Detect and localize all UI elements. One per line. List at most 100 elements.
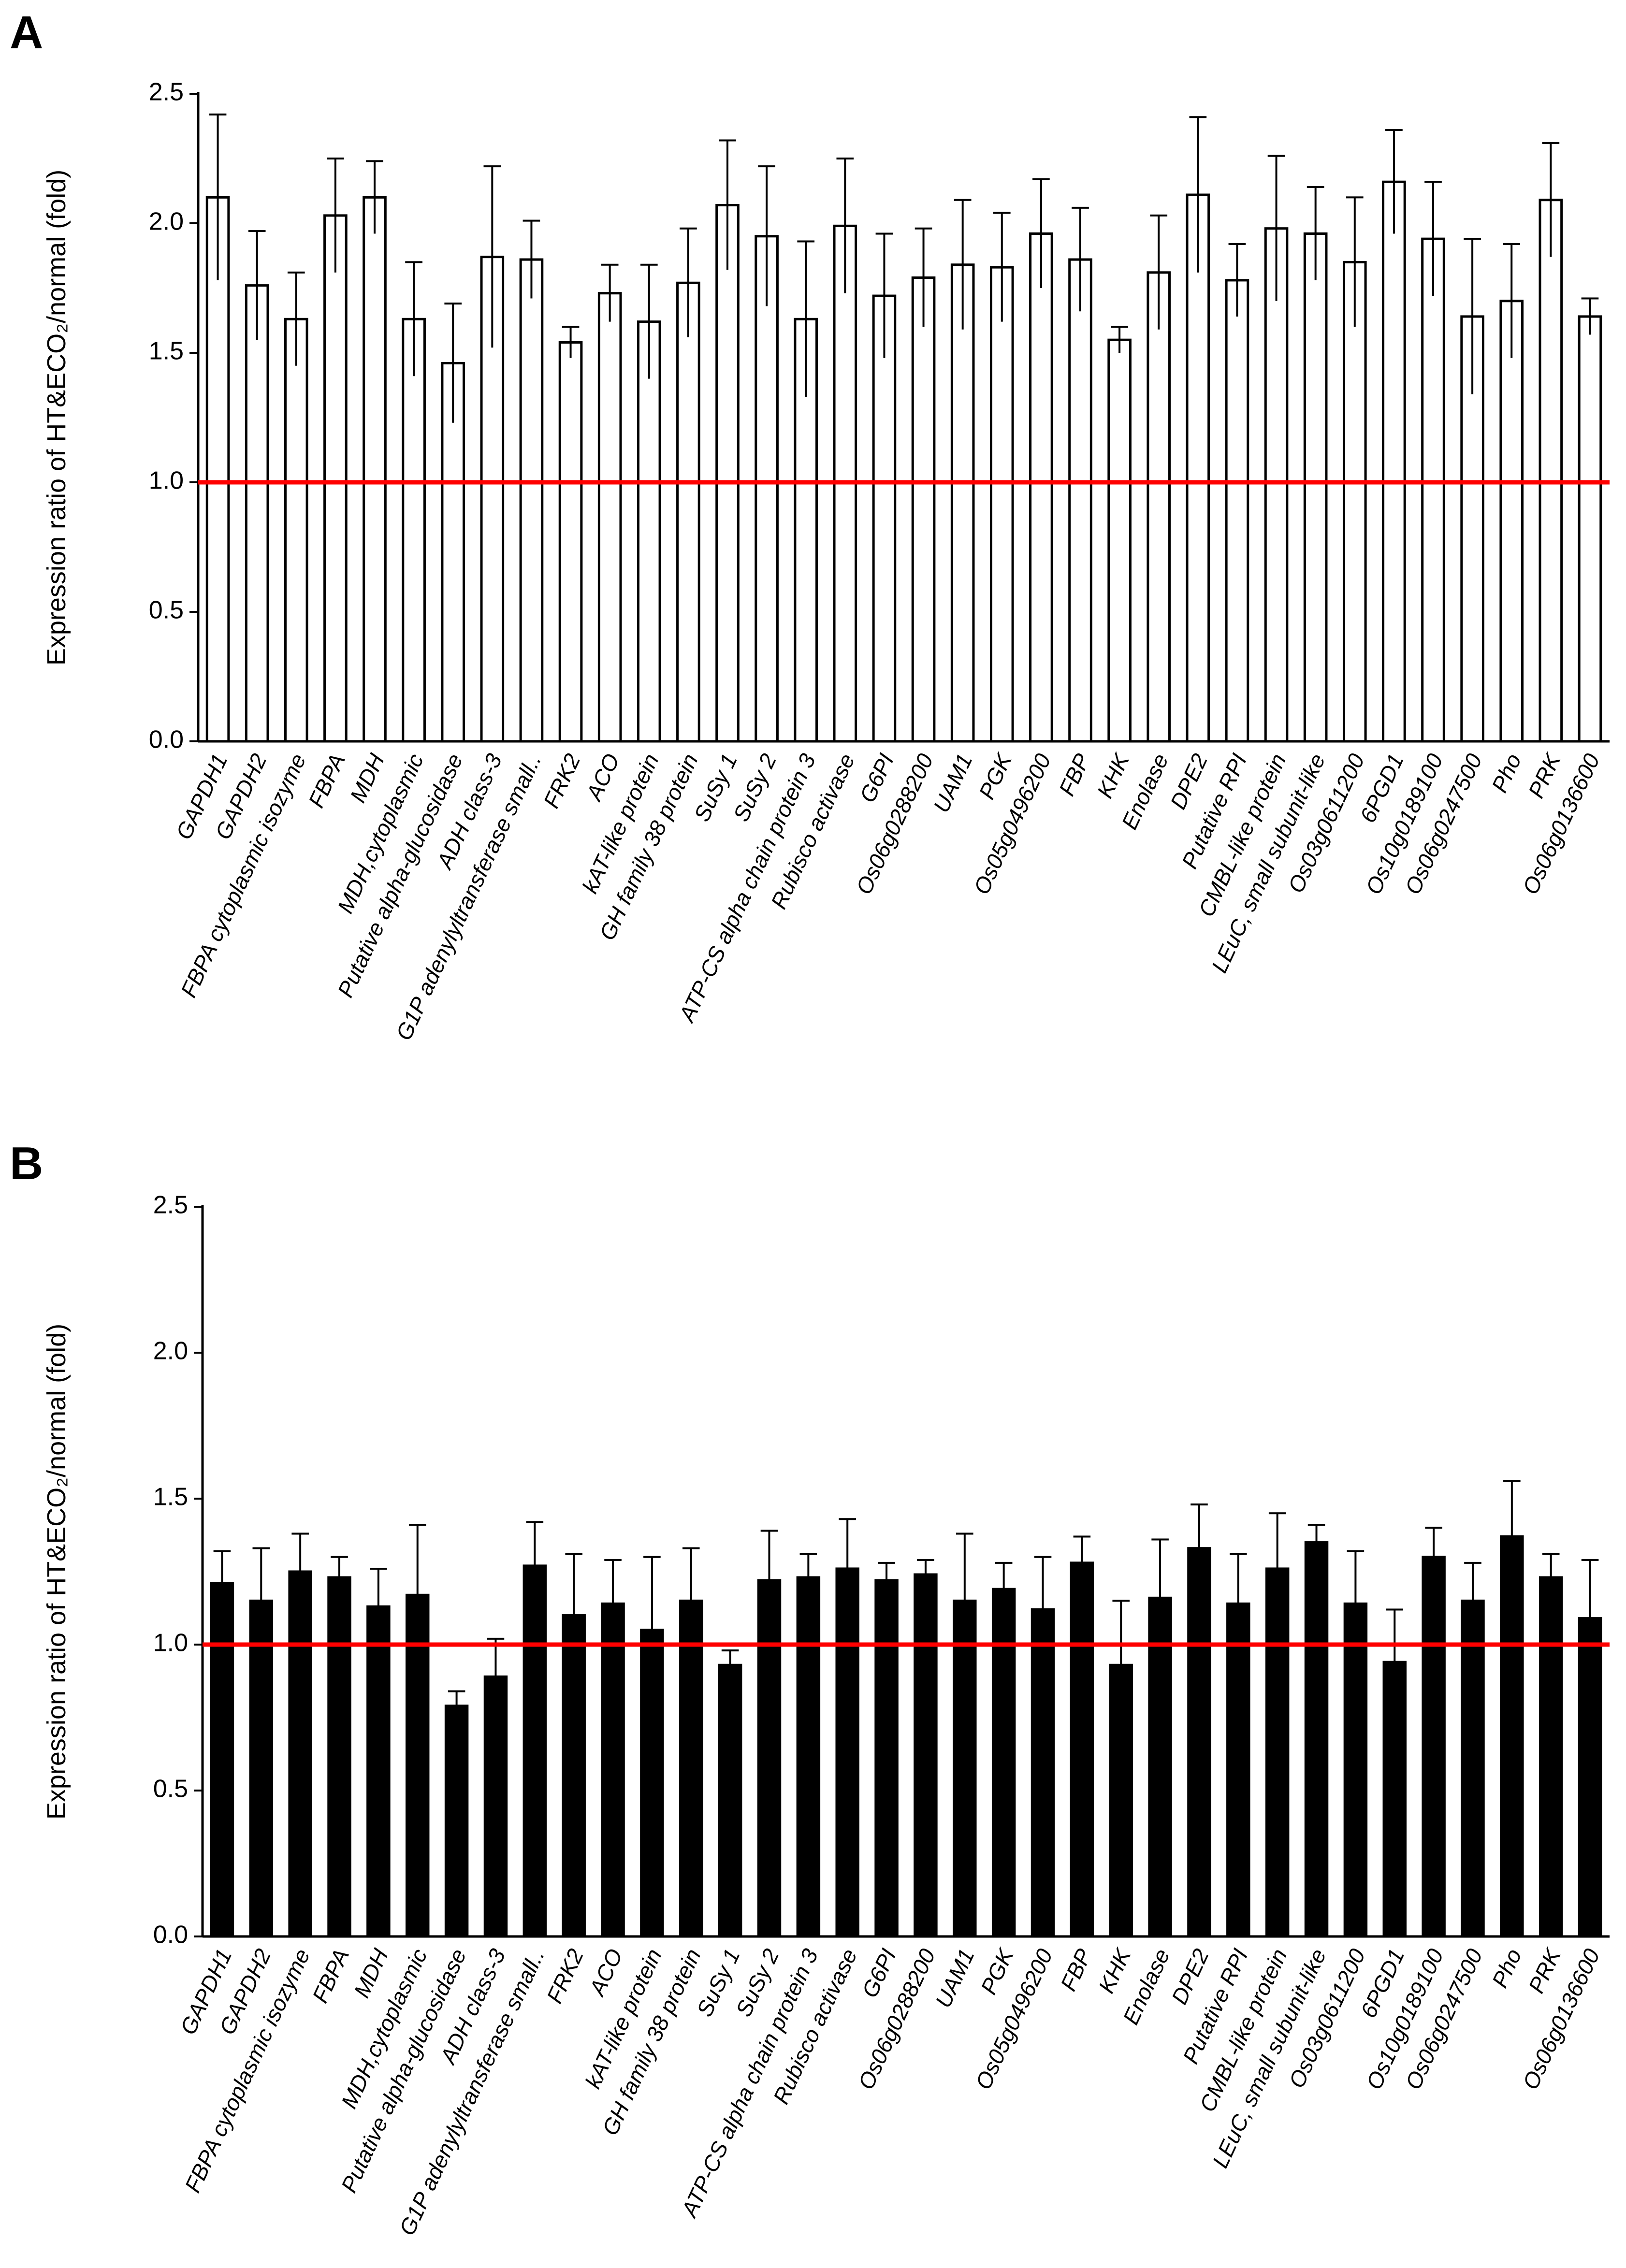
- bar: [1539, 199, 1563, 743]
- bar: [562, 1614, 586, 1938]
- bar: [444, 1705, 469, 1938]
- bar: [1539, 1576, 1563, 1938]
- bar: [1264, 227, 1289, 743]
- y-tick-label: 0.0: [149, 726, 184, 754]
- bar: [637, 320, 661, 743]
- y-tick-label: 1.0: [149, 467, 184, 495]
- x-tick-label: FBP: [1054, 750, 1095, 799]
- x-tick-label: ACO: [584, 1945, 628, 2000]
- bar: [1499, 300, 1524, 743]
- y-tick-label: 2.0: [153, 1337, 188, 1365]
- bar: [1226, 1602, 1250, 1938]
- x-tick-label: Os05g0496200: [969, 750, 1056, 898]
- bar: [1578, 1617, 1602, 1938]
- bar: [1500, 1535, 1524, 1938]
- bar: [249, 1599, 274, 1938]
- x-tick-label: FBPA: [307, 1945, 354, 2007]
- y-axis-label: Expression ratio of HT&ECO₂/normal (fold…: [42, 1324, 71, 1820]
- x-tick-label: Os06g0288200: [851, 750, 938, 898]
- x-tick-label: PGK: [974, 749, 1017, 803]
- x-tick-label: Pho: [1487, 1945, 1526, 1991]
- x-tick-label: KHK: [1092, 749, 1134, 802]
- y-tick-label: 0.5: [153, 1775, 188, 1803]
- bar: [1382, 180, 1406, 743]
- bar: [1460, 315, 1484, 743]
- x-tick-label: Pho: [1487, 750, 1526, 796]
- bar: [640, 1629, 664, 1938]
- bar: [483, 1675, 508, 1938]
- x-tick-label: FRK2: [541, 1945, 588, 2007]
- panel-label: B: [10, 1138, 43, 1189]
- bar: [1382, 1661, 1407, 1938]
- bar: [245, 284, 269, 743]
- bar: [601, 1602, 625, 1938]
- bar: [1421, 237, 1445, 743]
- bar: [911, 276, 936, 743]
- bar: [288, 1570, 312, 1938]
- panel-label: A: [10, 7, 43, 58]
- bar: [1342, 260, 1367, 743]
- bar: [1225, 279, 1249, 743]
- bar: [441, 361, 465, 743]
- bar: [796, 1576, 821, 1938]
- bar: [210, 1582, 234, 1938]
- y-tick-label: 2.0: [149, 208, 184, 236]
- bar: [558, 341, 583, 743]
- x-tick-label: KHK: [1093, 1944, 1136, 1997]
- bar: [519, 258, 544, 743]
- y-tick-label: 1.5: [149, 337, 184, 365]
- x-tick-label: MDH: [345, 750, 390, 807]
- x-tick-label: PRK: [1523, 749, 1566, 802]
- y-tick-label: 0.0: [153, 1921, 188, 1949]
- y-axis-label: Expression ratio of HT&ECO₂/normal (fold…: [42, 170, 71, 665]
- x-tick-label: Os05g0496200: [971, 1945, 1058, 2093]
- x-tick-label: FRK2: [538, 750, 585, 812]
- x-tick-label: PRK: [1524, 1944, 1566, 1997]
- bar: [1461, 1599, 1485, 1938]
- bar: [1343, 1602, 1368, 1938]
- bar: [523, 1564, 547, 1938]
- y-tick-label: 1.5: [153, 1483, 188, 1511]
- x-tick-label: Os06g0136600: [1518, 1945, 1605, 2093]
- y-tick-label: 2.5: [153, 1191, 188, 1219]
- bar: [366, 1605, 391, 1938]
- bar: [1109, 1663, 1133, 1938]
- bar: [1578, 315, 1602, 743]
- bar: [914, 1573, 938, 1938]
- bar: [794, 318, 818, 743]
- bar: [1029, 232, 1053, 743]
- x-tick-label: FBP: [1056, 1945, 1097, 1994]
- bar: [755, 235, 779, 743]
- bar: [327, 1576, 351, 1938]
- x-tick-label: FBPA: [304, 750, 350, 811]
- y-tick-label: 2.5: [149, 78, 184, 106]
- bar: [757, 1579, 782, 1938]
- bar: [205, 196, 230, 743]
- bar: [363, 196, 387, 743]
- bar: [1187, 1547, 1211, 1938]
- bar: [1304, 1541, 1329, 1938]
- x-tick-label: Os06g0136600: [1517, 750, 1604, 898]
- bar: [874, 1579, 899, 1938]
- bar: [950, 263, 975, 743]
- x-tick-label: PGK: [976, 1944, 1019, 1998]
- bar: [1148, 1596, 1172, 1938]
- bar: [991, 1588, 1016, 1938]
- bar: [1031, 1608, 1055, 1938]
- bar: [1422, 1556, 1446, 1938]
- bar: [1303, 232, 1328, 743]
- bar: [872, 294, 897, 743]
- bar: [1070, 1561, 1094, 1938]
- bar: [676, 281, 700, 743]
- bar: [1186, 193, 1210, 743]
- bar: [679, 1599, 703, 1938]
- x-tick-label: Os06g0288200: [853, 1945, 940, 2093]
- x-tick-label: G6PI: [855, 750, 899, 806]
- bar: [480, 256, 505, 743]
- bar: [1068, 258, 1092, 743]
- y-tick-label: 0.5: [149, 596, 184, 624]
- bar: [1147, 271, 1171, 743]
- bar: [597, 292, 622, 743]
- bar: [835, 1567, 859, 1938]
